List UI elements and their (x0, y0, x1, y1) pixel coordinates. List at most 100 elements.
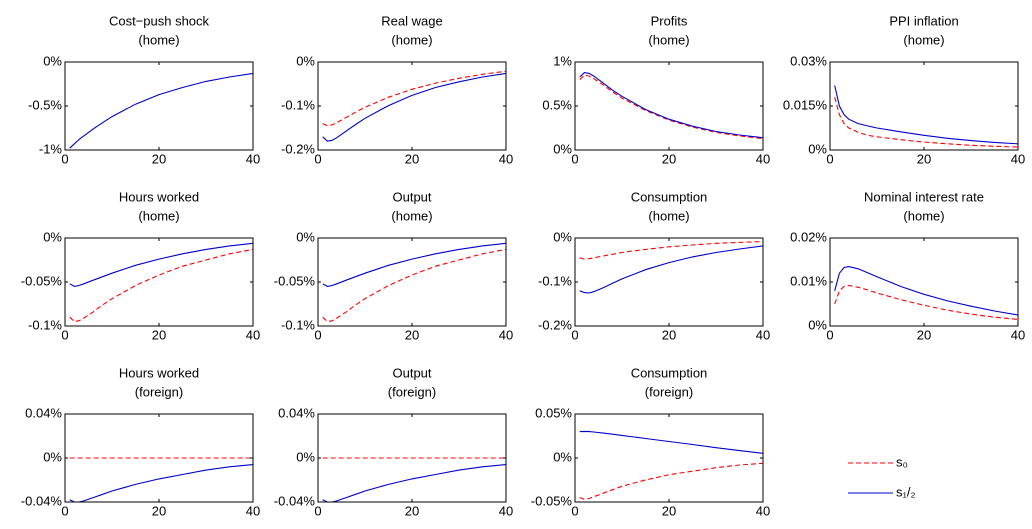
panel-subtitle: (home) (648, 32, 689, 47)
series-line (834, 284, 1019, 320)
x-tick-label: 0 (314, 151, 321, 166)
x-tick-label: 20 (662, 503, 676, 518)
panel-subtitle: (foreign) (135, 384, 183, 399)
axes-box (317, 237, 507, 327)
y-tick-label: 1% (553, 53, 572, 68)
x-tick-label: 0 (826, 327, 833, 342)
panel-subtitle: (foreign) (388, 384, 436, 399)
series-line (834, 97, 1019, 148)
series-line (834, 85, 1019, 145)
x-tick-label: 0 (571, 327, 578, 342)
panel-subtitle: (home) (138, 208, 179, 223)
x-tick-label: 40 (246, 151, 260, 166)
panel-title: Consumption (631, 365, 708, 380)
x-tick-label: 20 (662, 327, 676, 342)
series-line (579, 245, 764, 294)
axes-box (574, 61, 764, 151)
x-tick-label: 40 (1011, 151, 1025, 166)
x-tick-label: 20 (405, 327, 419, 342)
x-tick-label: 20 (405, 151, 419, 166)
panel-subtitle: (home) (648, 208, 689, 223)
axes-box (829, 237, 1019, 327)
panel-subtitle: (home) (903, 208, 944, 223)
series-line (69, 72, 254, 149)
y-tick-label: 0% (43, 53, 62, 68)
y-tick-label: -0.05% (21, 273, 63, 288)
series-line (322, 72, 507, 142)
x-tick-label: 0 (314, 327, 321, 342)
y-tick-label: 0% (43, 229, 62, 244)
panel-title: Output (392, 189, 431, 204)
panel-title: PPI inflation (889, 13, 958, 28)
x-tick-label: 0 (826, 151, 833, 166)
series-line (69, 248, 254, 323)
y-tick-label: 0.04% (25, 405, 62, 420)
y-tick-label: 0% (808, 317, 827, 332)
axes-box (64, 61, 254, 151)
y-tick-label: -0.04% (274, 493, 316, 508)
x-tick-label: 40 (756, 503, 770, 518)
x-tick-label: 40 (246, 503, 260, 518)
y-tick-label: -0.05% (531, 493, 573, 508)
x-tick-label: 40 (499, 327, 513, 342)
series-line (322, 242, 507, 287)
panel-title: Real wage (381, 13, 442, 28)
panel-subtitle: (home) (391, 32, 432, 47)
axes-box (64, 237, 254, 327)
y-tick-label: 0% (553, 141, 572, 156)
y-tick-label: 0% (553, 449, 572, 464)
y-tick-label: -0.1% (28, 317, 62, 332)
x-tick-label: 0 (571, 503, 578, 518)
series-line (69, 242, 254, 287)
y-tick-label: 0.015% (783, 97, 828, 112)
x-tick-label: 0 (61, 327, 68, 342)
x-tick-label: 0 (571, 151, 578, 166)
x-tick-label: 20 (917, 327, 931, 342)
panel-subtitle: (home) (138, 32, 179, 47)
x-tick-label: 40 (246, 327, 260, 342)
x-tick-label: 0 (314, 503, 321, 518)
axes-box (574, 413, 764, 503)
y-tick-label: 0% (296, 229, 315, 244)
y-tick-label: 0% (296, 449, 315, 464)
y-tick-label: -0.2% (538, 317, 572, 332)
y-tick-label: 0% (808, 141, 827, 156)
panel-title: Consumption (631, 189, 708, 204)
panel-title: Output (392, 365, 431, 380)
x-tick-label: 20 (662, 151, 676, 166)
y-tick-label: -1% (39, 141, 63, 156)
panel-subtitle: (foreign) (645, 384, 693, 399)
series-line (322, 464, 507, 503)
legend-label: s₀ (896, 454, 908, 469)
legend-label: s₁/₂ (896, 484, 916, 499)
x-tick-label: 20 (405, 503, 419, 518)
y-tick-label: 0.05% (535, 405, 572, 420)
y-tick-label: 0.04% (278, 405, 315, 420)
y-tick-label: -0.1% (538, 273, 572, 288)
x-tick-label: 40 (499, 151, 513, 166)
x-tick-label: 20 (152, 327, 166, 342)
y-tick-label: -0.5% (28, 97, 62, 112)
series-line (579, 430, 764, 454)
y-tick-label: 0.02% (790, 229, 827, 244)
panel-title: Profits (651, 13, 688, 28)
y-tick-label: 0% (43, 449, 62, 464)
y-tick-label: -0.2% (281, 141, 315, 156)
series-line (69, 464, 254, 503)
y-tick-label: 0% (296, 53, 315, 68)
series-line (322, 70, 507, 127)
x-tick-label: 20 (917, 151, 931, 166)
axes-box (574, 237, 764, 327)
axes-box (317, 61, 507, 151)
axes-box (829, 61, 1019, 151)
x-tick-label: 40 (756, 151, 770, 166)
series-line (834, 266, 1019, 316)
x-tick-label: 0 (61, 503, 68, 518)
series-line (579, 462, 764, 500)
panel-title: Nominal interest rate (864, 189, 984, 204)
y-tick-label: -0.05% (274, 273, 316, 288)
x-tick-label: 40 (1011, 327, 1025, 342)
x-tick-label: 20 (152, 503, 166, 518)
